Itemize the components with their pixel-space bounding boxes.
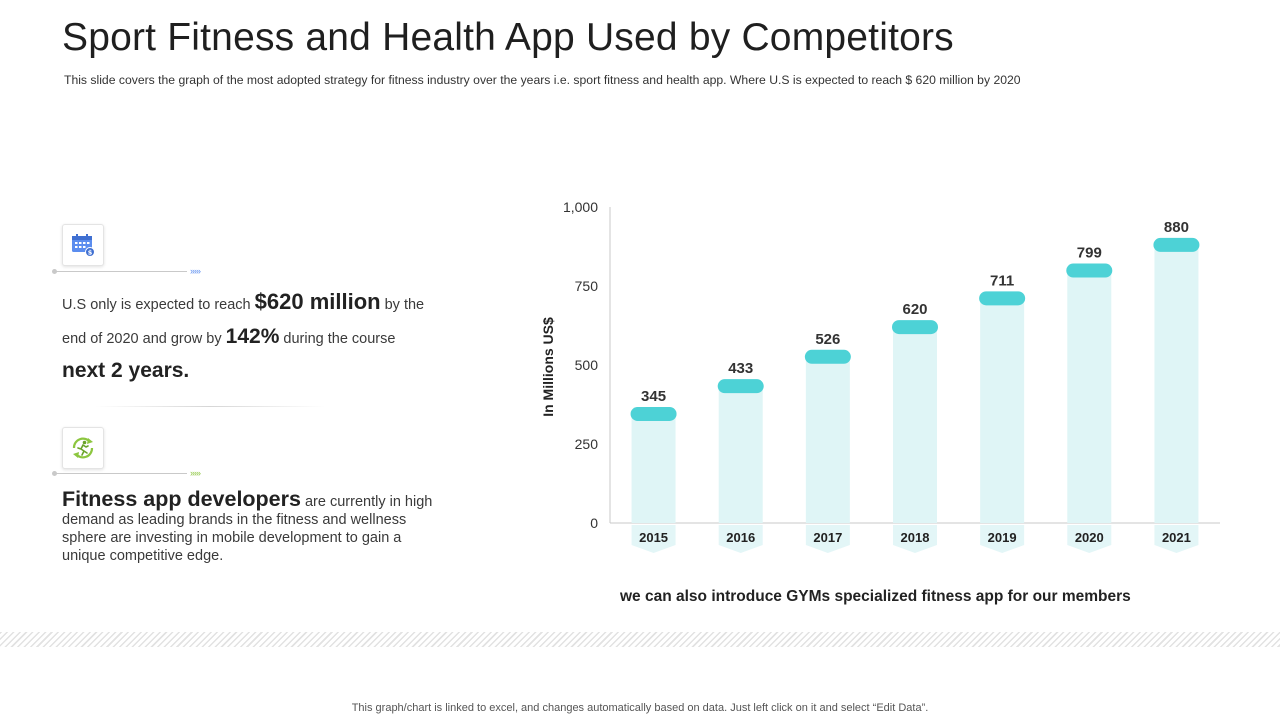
stat-text-2: by the end of 2020 and grow by	[62, 297, 425, 347]
stat-value-percent: 142%	[225, 325, 280, 348]
stat-text-3: during the course	[279, 331, 396, 347]
x-tick-label: 2020	[1075, 530, 1104, 545]
bar	[631, 413, 676, 523]
category-tab	[1154, 525, 1199, 553]
page-title: Sport Fitness and Health App Used by Com…	[62, 16, 954, 59]
bar	[1067, 270, 1112, 523]
x-tick-label: 2019	[988, 530, 1017, 545]
developers-text: are currently in high demand as leading …	[62, 494, 433, 564]
x-tick-label: 2017	[813, 530, 842, 545]
chevrons-2: ›››››	[190, 468, 201, 478]
bar	[718, 386, 763, 523]
data-label: 620	[902, 301, 927, 318]
data-label: 880	[1164, 219, 1189, 236]
bar-cap	[630, 406, 677, 421]
x-tick-label: 2018	[901, 530, 930, 545]
calendar-dollar-icon: $	[62, 224, 104, 266]
bar	[1154, 244, 1199, 524]
bar-cap	[804, 349, 851, 364]
connector-line-1	[52, 269, 187, 274]
stat-value-years: next 2 years.	[62, 359, 190, 382]
chart-caption: we can also introduce GYMs specialized f…	[620, 588, 1131, 605]
footer-note: This graph/chart is linked to excel, and…	[351, 702, 929, 714]
hatched-band	[0, 632, 1280, 647]
y-axis-label: In Millions US$	[540, 317, 556, 417]
y-tick-label: 1,000	[563, 199, 598, 215]
category-tab	[805, 525, 850, 553]
x-tick-label: 2016	[726, 530, 755, 545]
bar	[980, 298, 1025, 523]
y-tick-label: 250	[575, 436, 599, 452]
x-tick-label: 2021	[1162, 530, 1191, 545]
stat-text-1: U.S only is expected to reach	[62, 297, 255, 313]
x-tick-label: 2015	[639, 530, 668, 545]
category-tab	[1067, 525, 1112, 553]
section-divider	[95, 406, 325, 407]
category-tab	[718, 525, 763, 553]
data-label: 433	[728, 360, 753, 377]
stat-value-million: $620 million	[254, 289, 381, 314]
svg-text:$: $	[88, 249, 93, 257]
y-tick-label: 750	[575, 278, 599, 294]
bar-cap	[979, 291, 1026, 306]
developers-text-block: Fitness app developers are currently in …	[62, 487, 447, 565]
category-tab	[631, 525, 676, 553]
bar-cap	[1153, 237, 1200, 252]
bar-cap	[1066, 263, 1113, 278]
bar	[893, 327, 937, 523]
data-label: 345	[641, 388, 666, 405]
data-label: 526	[815, 331, 840, 348]
data-label: 799	[1077, 245, 1102, 262]
stat-text-block: U.S only is expected to reach $620 milli…	[62, 286, 452, 389]
runner-recycle-icon	[62, 427, 104, 469]
y-tick-label: 500	[575, 357, 599, 373]
category-tab	[893, 525, 937, 553]
bar-cap	[892, 320, 938, 335]
chevrons-1: ›››››	[190, 266, 201, 276]
page-subtitle: This slide covers the graph of the most …	[64, 73, 1021, 87]
category-tab	[980, 525, 1025, 553]
data-label: 711	[990, 272, 1014, 289]
connector-line-2	[52, 471, 187, 476]
y-tick-label: 0	[590, 515, 598, 531]
bar-cap	[717, 379, 764, 394]
developers-heading: Fitness app developers	[62, 487, 301, 511]
bar	[805, 356, 850, 523]
